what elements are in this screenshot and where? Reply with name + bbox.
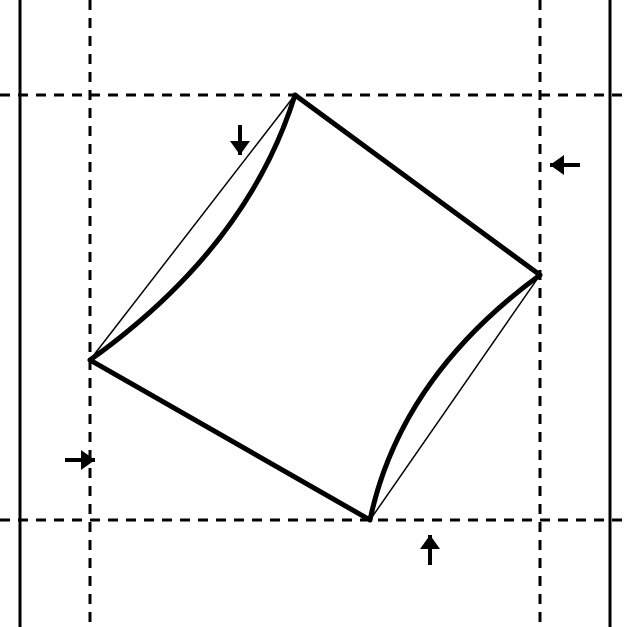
diagram-container xyxy=(0,0,628,627)
diagram-svg xyxy=(0,0,628,627)
